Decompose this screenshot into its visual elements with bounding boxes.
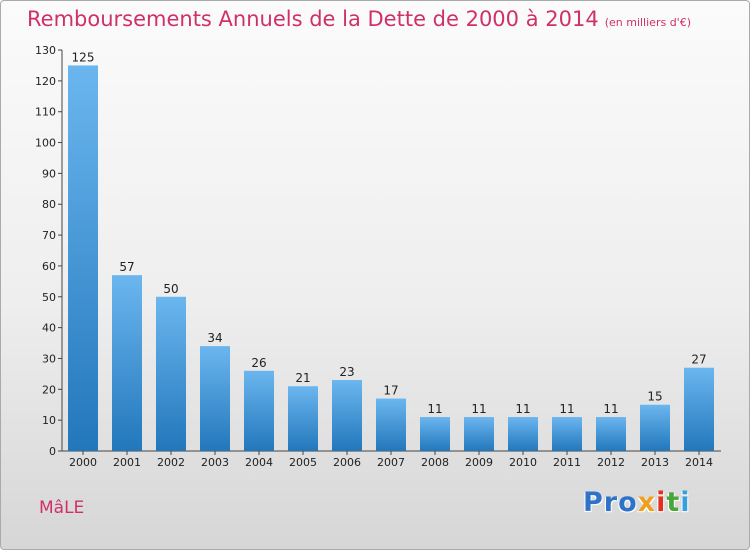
bar-2001 [112, 275, 142, 451]
y-tick-label: 90 [42, 167, 56, 180]
bar-2004 [244, 370, 274, 451]
data-label-2003: 34 [207, 331, 222, 345]
y-tick-label: 100 [35, 137, 56, 150]
chart-bars [68, 65, 714, 451]
x-tick-label: 2009 [465, 456, 493, 469]
y-tick-label: 80 [42, 198, 56, 211]
data-label-2013: 15 [647, 390, 662, 404]
y-tick-label: 0 [49, 445, 56, 458]
x-tick-label: 2012 [597, 456, 625, 469]
town-name: MâLE [39, 498, 85, 518]
data-label-2005: 21 [295, 371, 310, 385]
y-tick-label: 110 [35, 106, 56, 119]
x-tick-label: 2000 [69, 456, 97, 469]
x-tick-label: 2010 [509, 456, 537, 469]
bar-2006 [332, 380, 362, 451]
chart-title-block: Remboursements Annuels de la Dette de 20… [27, 7, 691, 31]
logo-part-5: i [680, 487, 691, 518]
bar-2008 [420, 417, 450, 451]
y-tick-label: 50 [42, 291, 56, 304]
bar-2000 [68, 65, 98, 451]
x-tick-label: 2013 [641, 456, 669, 469]
data-label-2000: 125 [72, 50, 95, 64]
y-tick-label: 70 [42, 229, 56, 242]
data-label-2012: 11 [603, 402, 618, 416]
x-tick-label: 2005 [289, 456, 317, 469]
bar-2009 [464, 417, 494, 451]
data-label-2008: 11 [427, 402, 442, 416]
chart-axes: 0 10 20 30 40 50 60 70 80 90 100 110 120 130 2000 2001 2… [35, 44, 721, 469]
y-tick-label: 120 [35, 75, 56, 88]
y-tick-label: 60 [42, 260, 56, 273]
data-label-2007: 17 [383, 384, 398, 398]
y-tick-label: 130 [35, 44, 56, 57]
data-label-2009: 11 [471, 402, 486, 416]
x-tick-label: 2002 [157, 456, 185, 469]
x-tick-label: 2001 [113, 456, 141, 469]
x-tick-label: 2007 [377, 456, 405, 469]
data-label-2014: 27 [691, 353, 706, 367]
logo-part-4: t [666, 487, 681, 518]
bar-2002 [156, 296, 186, 451]
y-tick-label: 10 [42, 414, 56, 427]
x-tick-label: 2003 [201, 456, 229, 469]
bar-2007 [376, 398, 406, 451]
x-tick-label: 2004 [245, 456, 273, 469]
bar-2012 [596, 417, 626, 451]
bar-2005 [288, 386, 318, 451]
bar-2013 [640, 404, 670, 451]
logo-part-3: i [656, 487, 667, 518]
data-label-2010: 11 [515, 402, 530, 416]
x-tick-label: 2006 [333, 456, 361, 469]
logo-part-2: x [637, 487, 657, 518]
y-tick-label: 20 [42, 383, 56, 396]
bar-2003 [200, 346, 230, 451]
data-label-2011: 11 [559, 402, 574, 416]
data-label-2001: 57 [119, 260, 134, 274]
proxiti-logo: Proxiti [583, 487, 691, 518]
data-label-2006: 23 [339, 365, 354, 379]
x-tick-label: 2014 [685, 456, 713, 469]
x-tick-label: 2008 [421, 456, 449, 469]
bar-2014 [684, 367, 714, 451]
x-tick-label: 2011 [553, 456, 581, 469]
data-label-2002: 50 [163, 282, 178, 296]
logo-part-1: Pro [583, 487, 638, 518]
y-tick-label: 40 [42, 322, 56, 335]
chart-data-labels: 125 57 50 34 26 21 23 17 11 11 11 11 11 15 27 [72, 50, 707, 416]
data-label-2004: 26 [251, 356, 266, 370]
y-tick-label: 30 [42, 352, 56, 365]
bar-2010 [508, 417, 538, 451]
chart-title: Remboursements Annuels de la Dette de 20… [27, 7, 599, 31]
chart-subtitle: (en milliers d'€) [604, 16, 691, 29]
bar-2011 [552, 417, 582, 451]
